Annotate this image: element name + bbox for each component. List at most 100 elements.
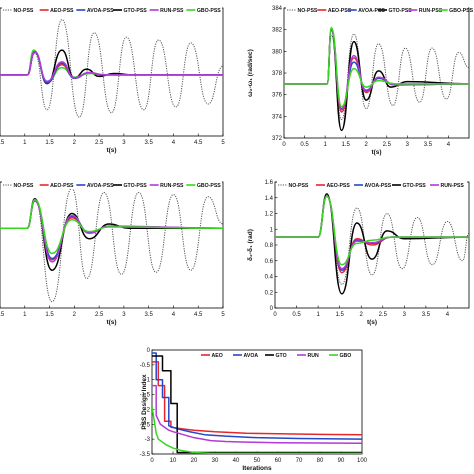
legend-label-gbo-pss: GBO-PSS [197, 183, 221, 189]
x-tick-label: 3.5 [144, 140, 153, 146]
series-line-no-pss [275, 195, 469, 285]
y-tick-label: 1 [270, 227, 274, 233]
legend-label-no-pss: NO-PSS [289, 183, 309, 189]
legend-label-run-pss: RUN-PSS [419, 8, 443, 14]
y-tick-label: 376 [272, 93, 283, 99]
y-tick-label: 380 [272, 49, 283, 55]
x-tick-label: 1 [23, 140, 27, 146]
x-tick-label: 1.5 [45, 312, 54, 318]
x-tick-label: 100 [357, 458, 368, 464]
legend-label-gto-pss: GTO-PSS [403, 183, 427, 189]
x-tick-label: 2 [365, 142, 369, 148]
y-tick-label: 0 [147, 348, 151, 354]
legend-label-avoa-pss: AVOA-PSS [87, 8, 114, 14]
panel-bottom: 0 10 20 30 40 50 60 70 80 90 100 0 -0.5 -1 -1.5 -2 -2.5 -… [140, 348, 368, 472]
series-line-gto [152, 355, 362, 454]
series-line-no-pss [0, 187, 223, 303]
legend-label-gto: GTO [276, 353, 287, 359]
x-axis-label: t(s) [106, 147, 116, 154]
y-tick-label: 1.6 [265, 180, 274, 186]
x-tick-label: 40 [233, 458, 240, 464]
x-tick-label: 4 [447, 142, 451, 148]
x-tick-label: 4.5 [194, 140, 203, 146]
legend-label-no-pss: NO-PSS [14, 183, 34, 189]
y-axis-label: ω₂-ω₁ (rad/sec) [247, 49, 254, 97]
panel-top-left: 0.5 1 1.5 2 2.5 3 3.5 4 4.5 5 t(s) NO-PSS AEO-PSS AVO… [0, 6, 225, 154]
x-tick-label: 2.5 [379, 312, 388, 318]
x-tick-label: 80 [317, 458, 324, 464]
legend-label-run-pss: RUN-PSS [160, 8, 184, 14]
x-tick-label: 2.5 [95, 312, 104, 318]
x-tick-label: 5 [221, 140, 225, 146]
x-tick-label: 3.5 [424, 142, 433, 148]
x-tick-label: 20 [191, 458, 198, 464]
x-tick-label: 30 [212, 458, 219, 464]
x-axis-label: Iterations [242, 465, 272, 472]
legend: NO-PSS AEO-PSS AVOA-PSS GTO-PSS RUN-PSS GBO-P… [286, 6, 474, 14]
x-tick-label: 3.5 [422, 312, 431, 318]
y-tick-label: -2 [145, 407, 151, 413]
x-tick-label: 3 [406, 142, 410, 148]
y-tick-label: -0.5 [140, 363, 151, 369]
y-tick-label: 0.8 [265, 243, 274, 249]
x-tick-label: 3.5 [144, 312, 153, 318]
x-tick-label: 4 [172, 312, 176, 318]
x-tick-label: 70 [296, 458, 303, 464]
y-axis-label: PSS Design Index [141, 374, 148, 430]
legend-label-avoa-pss: AVOA-PSS [358, 8, 385, 14]
y-tick-label: -2.5 [140, 422, 151, 428]
legend-label-gbo: GBO [340, 353, 352, 359]
x-tick-label: 1.5 [45, 140, 54, 146]
legend-label-aeo-pss: AEO-PSS [327, 183, 351, 189]
x-tick-label: 1.5 [335, 312, 344, 318]
x-tick-label: 90 [338, 458, 345, 464]
series-line-gbo [152, 406, 362, 454]
y-axis-label: δ₂-δ₁ (rad) [247, 229, 254, 261]
x-tick-label: 10 [170, 458, 177, 464]
legend: NO-PSS AEO-PSS AVOA-PSS GTO-PSS RUN-PSS [277, 181, 467, 189]
legend-label-aeo: AEO [212, 353, 223, 359]
legend: NO-PSS AEO-PSS AVOA-PSS GTO-PSS RUN-PSS GBO-P… [2, 181, 222, 189]
series-line-avoa [152, 352, 362, 440]
plot-frame [151, 349, 363, 455]
y-tick-label: -1 [145, 378, 151, 384]
y-tick-label: 384 [272, 6, 283, 12]
x-tick-label: 3 [403, 312, 407, 318]
series-line-run [152, 384, 362, 445]
x-tick-label: 0 [150, 458, 154, 464]
panel-mid-right: 0 0.5 1 1.5 2 2.5 3 3.5 4 0 0.2 0.4 0.6 0.8 1 1.2 1.4 1.6… [247, 180, 470, 326]
x-tick-label: 0 [282, 142, 286, 148]
legend-label-no-pss: NO-PSS [298, 8, 318, 14]
x-tick-label: 2.5 [383, 142, 392, 148]
series-group [284, 26, 469, 132]
y-tick-label: 1.4 [265, 196, 274, 202]
series-group [0, 187, 223, 303]
legend-label-avoa-pss: AVOA-PSS [87, 183, 114, 189]
x-tick-label: 1 [23, 312, 27, 318]
x-tick-label: 1.5 [341, 142, 350, 148]
y-tick-label: 0.2 [265, 290, 274, 296]
x-tick-label: 2.5 [95, 140, 104, 146]
y-tick-label: 0.4 [265, 275, 274, 281]
x-tick-label: 3 [122, 312, 126, 318]
x-tick-label: 5 [221, 312, 225, 318]
legend-label-avoa: AVOA [244, 353, 259, 359]
legend: AEO AVOA GTO RUN GBO [200, 351, 360, 359]
legend-label-run-pss: RUN-PSS [160, 183, 184, 189]
series-line-gbo-pss [0, 198, 223, 255]
y-tick-label: 1.2 [265, 212, 274, 218]
x-tick-label: 0 [273, 312, 277, 318]
x-tick-label: 50 [254, 458, 261, 464]
series-line-gbo-pss [284, 26, 469, 108]
plot-frame [0, 7, 224, 137]
legend-label-run: RUN [308, 353, 319, 359]
legend-label-gbo-pss: GBO-PSS [197, 8, 221, 14]
x-tick-label: 60 [275, 458, 282, 464]
y-tick-label: 0 [270, 306, 274, 312]
series-line-run-pss [0, 50, 223, 83]
series-line-no-pss [0, 19, 223, 118]
x-tick-label: 4 [172, 140, 176, 146]
legend-label-gto-pss: GTO-PSS [389, 8, 413, 14]
x-tick-label: 4 [446, 312, 450, 318]
